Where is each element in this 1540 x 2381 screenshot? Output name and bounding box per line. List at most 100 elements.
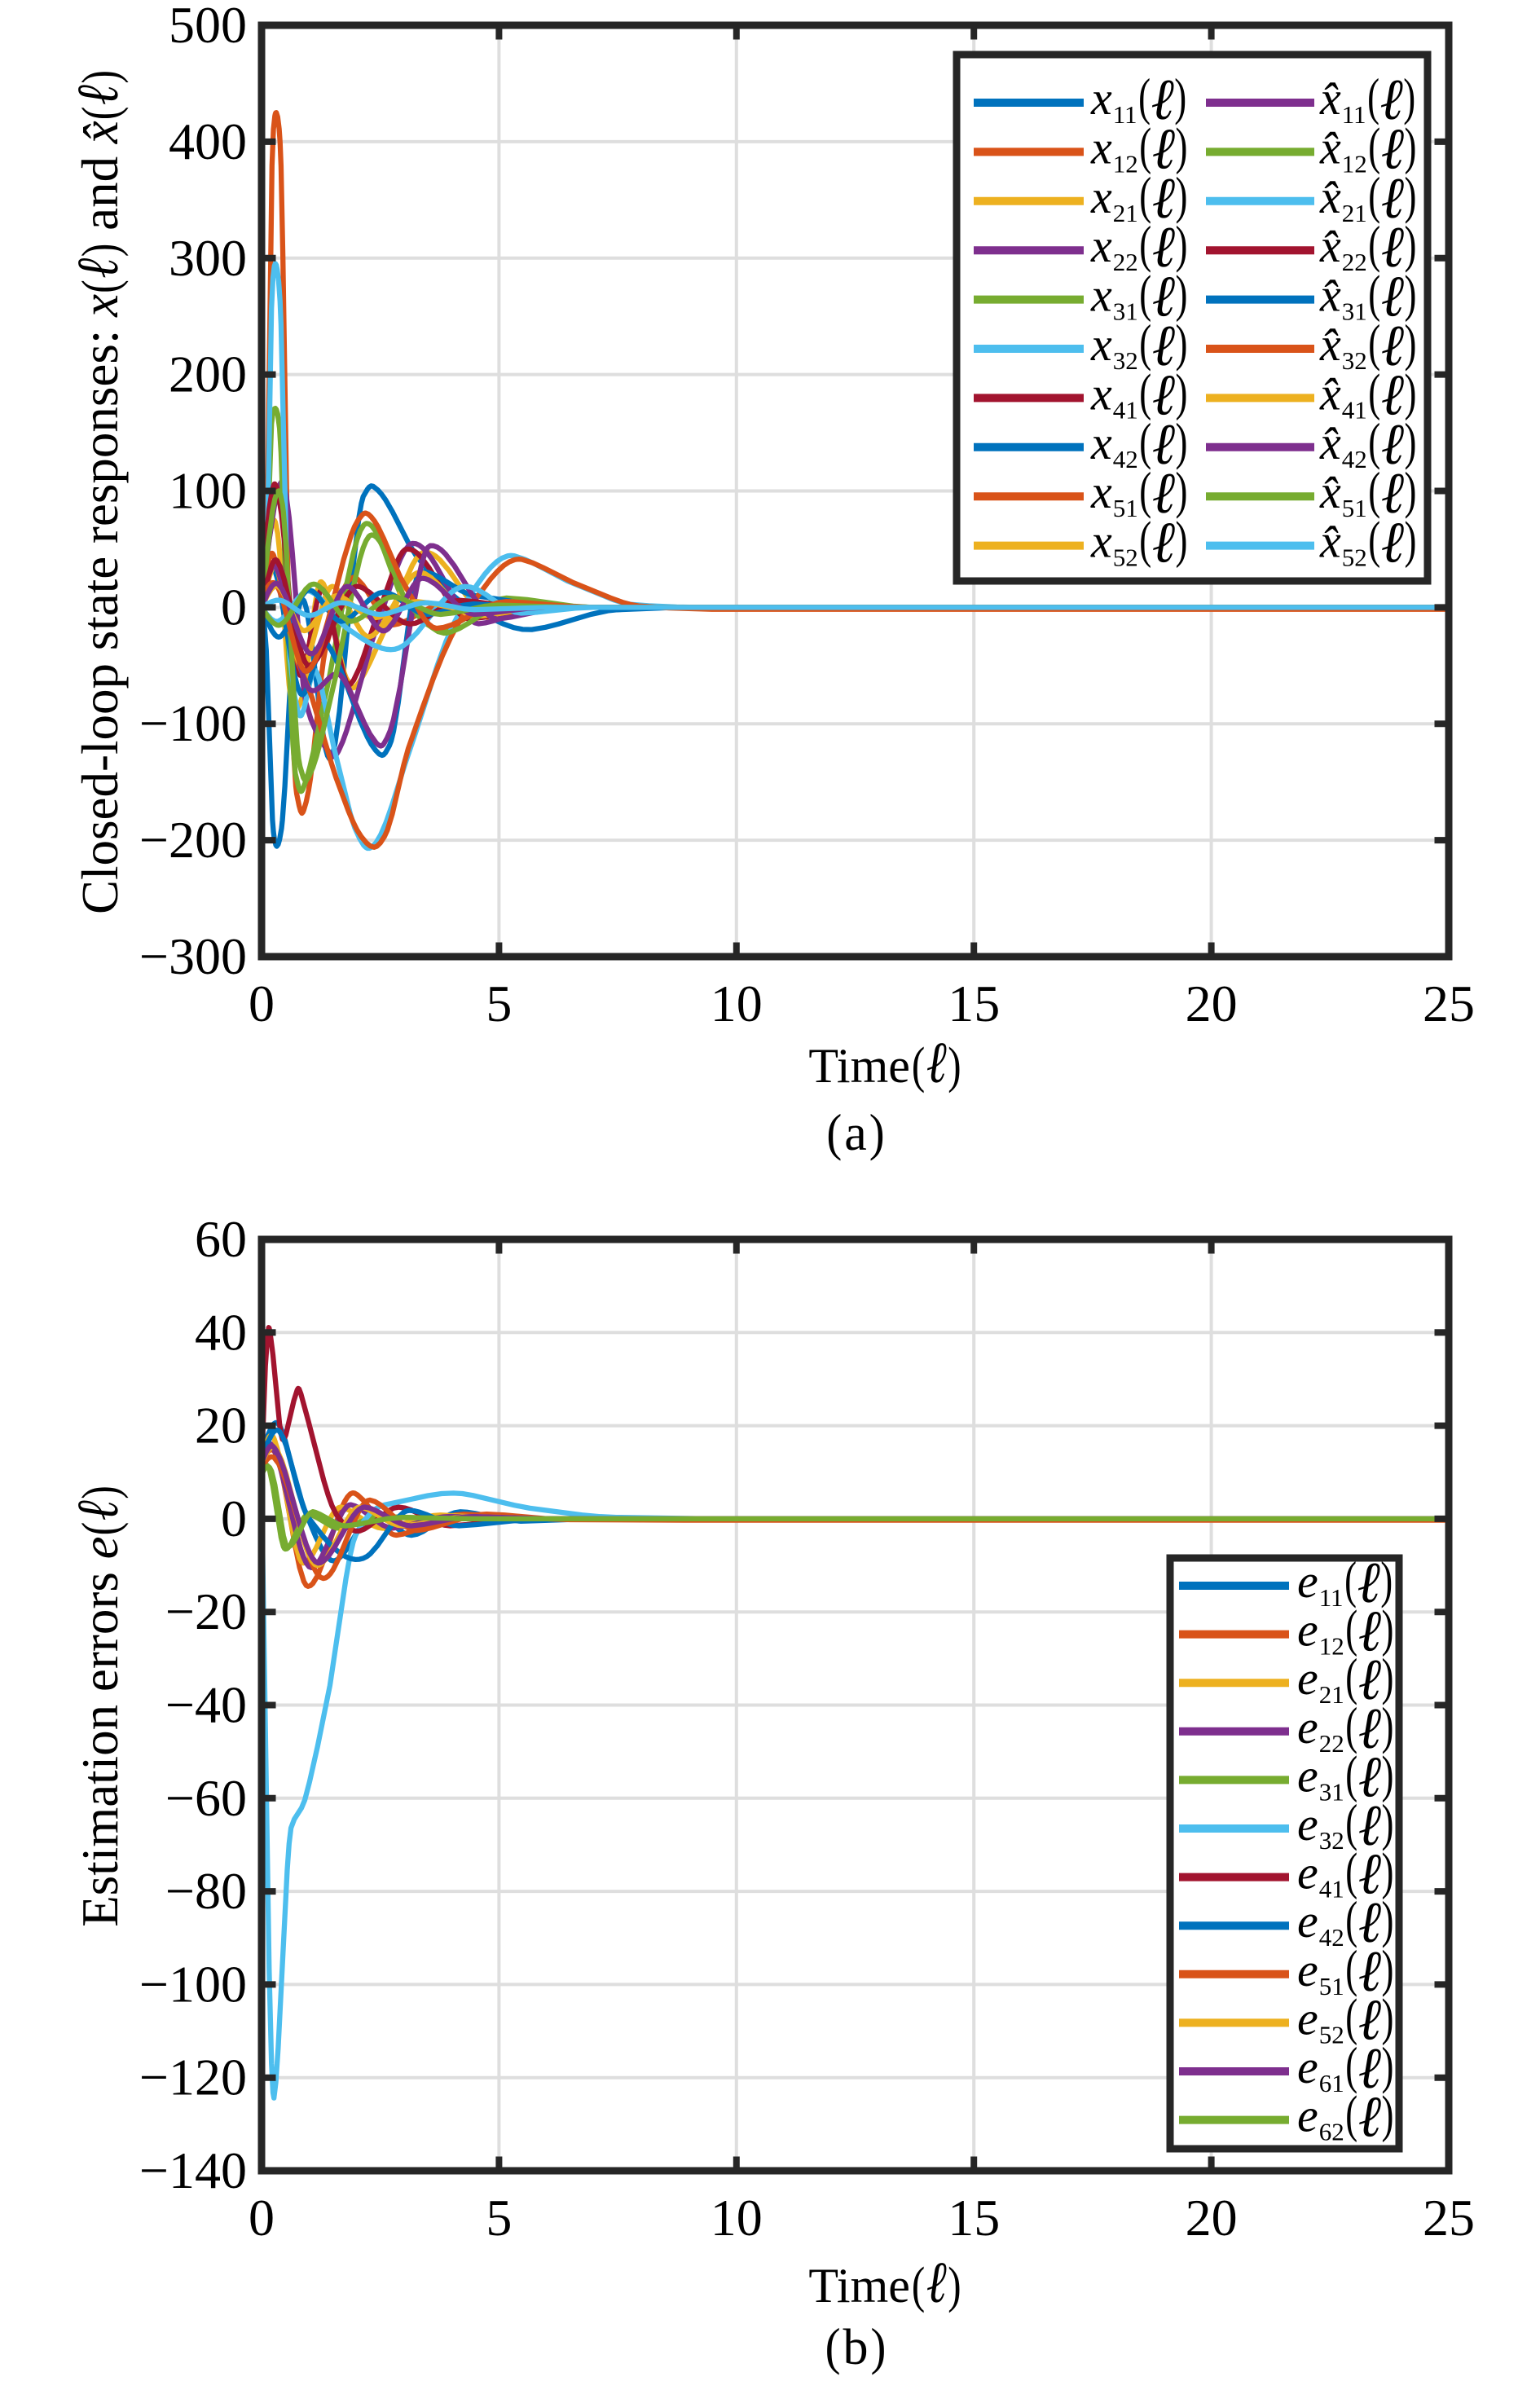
svg-text:ℓ: ℓ — [1358, 1600, 1381, 1664]
svg-text:x̂: x̂ — [1319, 318, 1341, 371]
svg-text:ℓ: ℓ — [1152, 511, 1175, 575]
svg-text:x: x — [1090, 72, 1112, 125]
svg-text:ℓ: ℓ — [1358, 1842, 1381, 1907]
svg-text:): ) — [871, 2318, 887, 2374]
svg-text:x̂: x̂ — [72, 121, 129, 144]
svg-text:e: e — [1297, 1798, 1318, 1851]
svg-text:): ) — [948, 1037, 961, 1094]
svg-text:11: 11 — [1113, 100, 1137, 129]
svg-text:(: ( — [72, 107, 129, 121]
svg-text:(: ( — [1345, 1939, 1357, 1997]
svg-text:(: ( — [72, 1522, 129, 1536]
svg-text:−40: −40 — [165, 1676, 247, 1734]
svg-text:): ) — [72, 1485, 129, 1499]
svg-text:): ) — [1382, 1648, 1394, 1705]
svg-text:(: ( — [1139, 461, 1151, 519]
svg-text:(: ( — [1345, 2085, 1357, 2143]
svg-text:ℓ: ℓ — [1152, 216, 1175, 280]
svg-text:100: 100 — [169, 462, 247, 520]
svg-text:0: 0 — [221, 1490, 247, 1547]
svg-text:): ) — [1176, 265, 1188, 323]
svg-text:): ) — [1403, 68, 1415, 125]
svg-text:(: ( — [1139, 363, 1151, 421]
svg-text:(: ( — [1345, 1988, 1357, 2046]
svg-text:(: ( — [1344, 1551, 1357, 1609]
svg-text:ℓ: ℓ — [1358, 1648, 1381, 1713]
svg-text:e: e — [1297, 2040, 1318, 2093]
svg-text:(: ( — [1139, 265, 1151, 323]
svg-text:ℓ: ℓ — [1381, 166, 1404, 231]
svg-text:51: 51 — [1342, 494, 1367, 522]
svg-text:): ) — [1382, 1697, 1394, 1754]
svg-text:(: ( — [1139, 314, 1151, 372]
svg-text:x̂: x̂ — [1319, 515, 1341, 568]
svg-text:(: ( — [1368, 166, 1380, 224]
svg-text:x̂: x̂ — [1319, 121, 1341, 174]
svg-text:ℓ: ℓ — [1381, 265, 1404, 329]
svg-text:ℓ: ℓ — [1358, 2037, 1381, 2102]
svg-text:x̂: x̂ — [1319, 72, 1341, 125]
svg-text:12: 12 — [1113, 149, 1138, 178]
svg-text:): ) — [1405, 265, 1417, 323]
svg-text:ℓ: ℓ — [1152, 462, 1175, 526]
svg-text:41: 41 — [1113, 395, 1138, 424]
svg-text:−120: −120 — [139, 2049, 247, 2106]
svg-text:31: 31 — [1113, 297, 1138, 326]
svg-text:x: x — [1090, 416, 1112, 469]
svg-text:52: 52 — [1342, 544, 1367, 572]
svg-text:42: 42 — [1113, 445, 1138, 473]
svg-text:300: 300 — [169, 229, 247, 287]
svg-text:ℓ: ℓ — [1357, 1551, 1380, 1616]
svg-text:): ) — [1405, 117, 1417, 175]
svg-text:22: 22 — [1319, 1729, 1344, 1758]
svg-text:(: ( — [1139, 215, 1151, 273]
svg-text:−140: −140 — [139, 2141, 247, 2199]
svg-text:(: ( — [912, 2257, 925, 2313]
svg-text:11: 11 — [1342, 100, 1366, 129]
svg-text:200: 200 — [169, 345, 247, 403]
svg-text:0: 0 — [221, 578, 247, 636]
svg-text:−100: −100 — [139, 694, 247, 752]
svg-text:x̂: x̂ — [1319, 170, 1341, 223]
svg-text:21: 21 — [1113, 199, 1138, 227]
svg-text:e: e — [1297, 1943, 1318, 1996]
svg-text:(: ( — [826, 1104, 842, 1160]
svg-text:52: 52 — [1319, 2020, 1344, 2049]
svg-text:): ) — [72, 244, 129, 257]
svg-text:32: 32 — [1113, 346, 1138, 375]
svg-text:): ) — [1176, 215, 1188, 273]
svg-text:ℓ: ℓ — [926, 1031, 947, 1095]
svg-text:e: e — [1297, 2089, 1318, 2142]
svg-text:61: 61 — [1319, 2069, 1344, 2097]
svg-text:ℓ: ℓ — [1381, 216, 1404, 280]
svg-text:e: e — [1297, 1846, 1318, 1899]
svg-text:40: 40 — [195, 1303, 247, 1361]
svg-text:e: e — [1297, 1895, 1318, 1947]
svg-text:(: ( — [1345, 1697, 1357, 1754]
svg-text:51: 51 — [1113, 494, 1138, 522]
svg-text:x: x — [1090, 515, 1112, 568]
svg-text:x̂: x̂ — [1319, 269, 1341, 322]
svg-text:15: 15 — [948, 975, 1000, 1032]
svg-text:e: e — [1297, 1749, 1318, 1802]
svg-text:): ) — [1405, 166, 1417, 224]
svg-text:51: 51 — [1319, 1972, 1344, 2000]
svg-text:): ) — [869, 1104, 885, 1160]
svg-text:ℓ: ℓ — [1152, 412, 1175, 477]
svg-text:20: 20 — [195, 1397, 247, 1455]
svg-text:): ) — [1380, 1551, 1393, 1609]
svg-text:(: ( — [1139, 117, 1151, 175]
svg-text:(: ( — [1345, 1600, 1357, 1657]
svg-text:ℓ: ℓ — [926, 2251, 947, 2315]
svg-text:(: ( — [1368, 117, 1380, 175]
svg-text:(: ( — [912, 1037, 925, 1094]
svg-text:(: ( — [1368, 461, 1380, 519]
svg-text:ℓ: ℓ — [1152, 315, 1175, 379]
svg-text:a: a — [844, 1106, 867, 1161]
svg-text:5: 5 — [486, 975, 512, 1032]
svg-text:12: 12 — [1342, 149, 1367, 178]
svg-text:25: 25 — [1423, 2189, 1475, 2247]
svg-text:x: x — [1090, 269, 1112, 322]
svg-text:42: 42 — [1342, 445, 1367, 473]
svg-text:b: b — [843, 2320, 869, 2375]
